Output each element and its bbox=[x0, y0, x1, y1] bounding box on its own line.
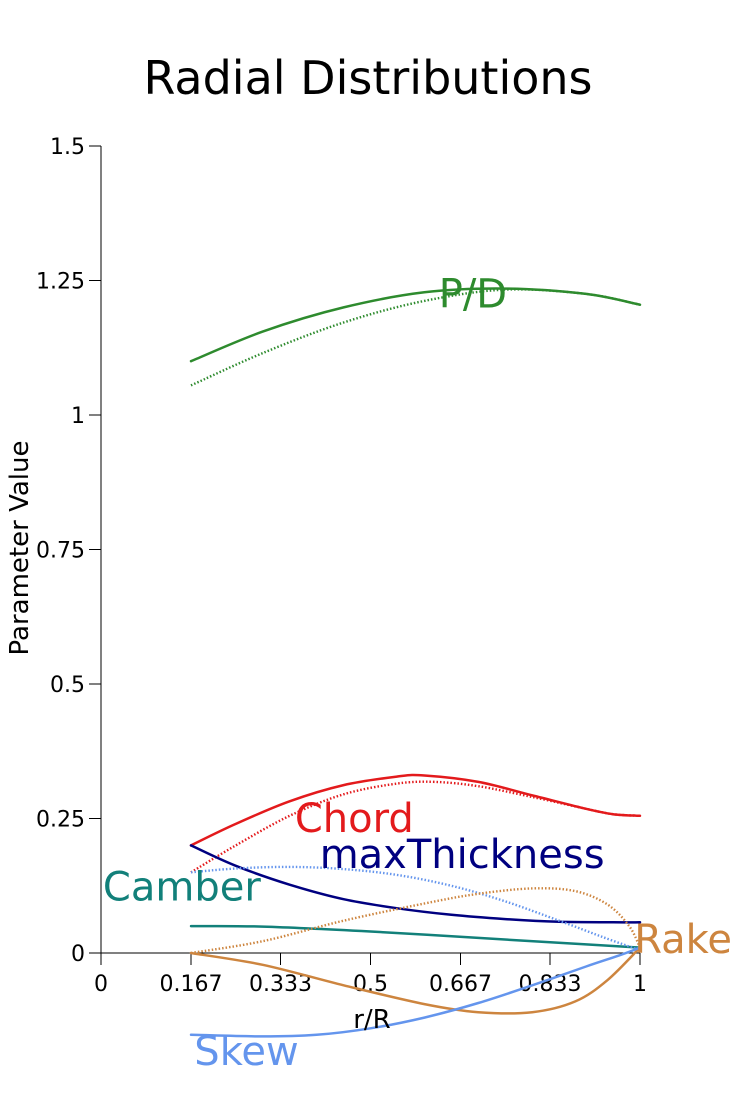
chart-title: Radial Distributions bbox=[143, 51, 592, 105]
series-line-skew bbox=[189, 946, 642, 1038]
y-tick-label: 0.75 bbox=[36, 539, 85, 564]
series-line-chord-dotted bbox=[190, 780, 641, 874]
x-tick-label: 0.833 bbox=[518, 972, 581, 997]
x-tick-label: 1 bbox=[633, 972, 647, 997]
y-tick-label: 0.25 bbox=[36, 808, 85, 833]
x-axis-label: r/R bbox=[353, 1005, 391, 1035]
x-tick-label: 0.167 bbox=[160, 972, 223, 997]
series-line-camber bbox=[189, 924, 642, 949]
series-layer bbox=[189, 287, 642, 1038]
series-label-chord: Chord bbox=[295, 796, 414, 842]
series-line-p-d-dotted bbox=[190, 288, 641, 387]
series-label-rake: Rake bbox=[634, 917, 732, 963]
series-line-maxthickness bbox=[189, 844, 642, 924]
y-tick-label: 0 bbox=[71, 942, 85, 967]
y-tick-label: 0.5 bbox=[50, 673, 85, 698]
series-label-skew: Skew bbox=[194, 1029, 298, 1075]
x-tick-label: 0.5 bbox=[353, 972, 388, 997]
y-tick-label: 1 bbox=[71, 404, 85, 429]
series-label-camber: Camber bbox=[103, 864, 261, 910]
series-line-p-d bbox=[189, 287, 642, 363]
x-tick-label: 0.667 bbox=[429, 972, 492, 997]
y-axis-label: Parameter Value bbox=[5, 441, 35, 656]
series-line-rake-dotted bbox=[190, 887, 642, 955]
series-label-p-d: P/D bbox=[439, 271, 507, 317]
x-tick-label: 0 bbox=[94, 972, 108, 997]
x-tick-label: 0.333 bbox=[249, 972, 312, 997]
series-line-camber-dotted bbox=[190, 865, 641, 952]
series-line-rake bbox=[189, 946, 642, 1015]
y-tick-label: 1.25 bbox=[36, 270, 85, 295]
y-tick-label: 1.5 bbox=[50, 135, 85, 160]
series-label-maxthickness: maxThickness bbox=[320, 832, 605, 878]
